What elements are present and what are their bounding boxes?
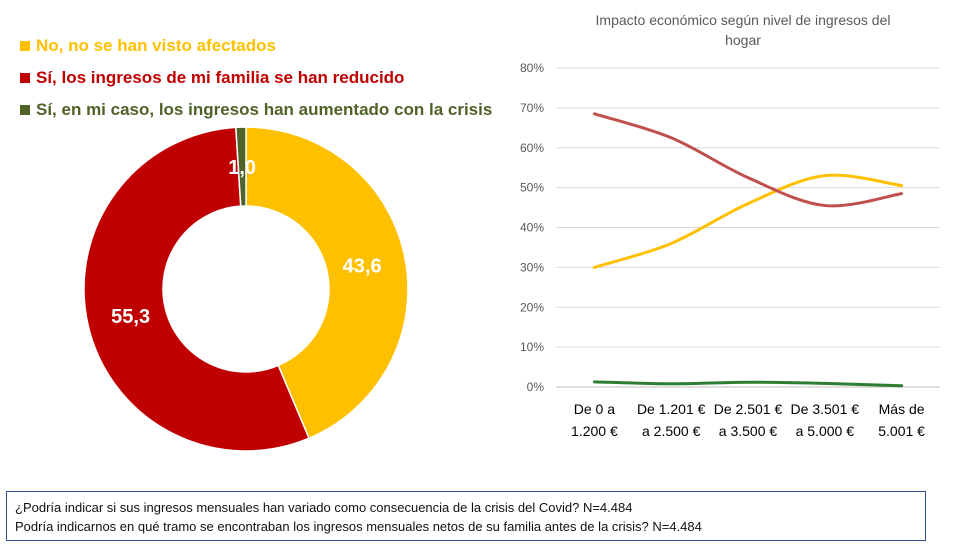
x-tick-label: De 1.201 € [637,401,706,417]
legend-item-reducido: Sí, los ingresos de mi familia se han re… [20,62,492,94]
donut-data-label-aumentado: 1,0 [228,157,256,179]
x-tick-label: 1.200 € [571,423,618,439]
donut-slice-reducido [83,126,310,452]
x-tick-label: a 2.500 € [642,423,701,439]
donut-data-label-reducido: 55,3 [111,306,150,328]
y-tick-label: 0% [527,380,545,394]
y-tick-label: 40% [520,221,544,235]
legend-item-no-afectados: No, no se han visto afectados [20,30,492,62]
donut-legend: No, no se han visto afectados Sí, los in… [20,30,492,126]
donut-data-label-no-afectados: 43,6 [343,255,382,277]
y-tick-label: 30% [520,260,544,274]
line-chart: Impacto económico según nivel de ingreso… [520,12,940,439]
y-tick-label: 70% [520,101,544,115]
series-line-aumentado [592,380,904,388]
x-tick-label: De 3.501 € [791,401,860,417]
x-tick-label: a 3.500 € [719,423,778,439]
legend-label: Sí, en mi caso, los ingresos han aumenta… [36,100,493,119]
legend-label: Sí, los ingresos de mi familia se han re… [36,68,405,87]
line-chart-title: Impacto económico según nivel de ingreso… [596,12,891,28]
legend-label: No, no se han visto afectados [36,36,276,55]
y-tick-label: 10% [520,340,544,354]
series-line-reducido [592,112,904,208]
legend-swatch [20,105,30,115]
x-tick-label: De 0 a [574,401,615,417]
x-tick-label: De 2.501 € [714,401,783,417]
survey-question-1: ¿Podría indicar si sus ingresos mensuale… [15,500,633,515]
x-tick-label: Más de [879,401,925,417]
y-tick-label: 50% [520,181,544,195]
legend-swatch [20,73,30,83]
y-tick-label: 20% [520,300,544,314]
x-tick-label: a 5.000 € [796,423,855,439]
series-line-no-afectados [592,173,904,269]
legend-item-aumentado: Sí, en mi caso, los ingresos han aumenta… [20,94,492,126]
y-tick-label: 80% [520,61,544,75]
survey-question-2: Podría indicarnos en qué tramo se encont… [15,519,702,534]
survey-question-box: ¿Podría indicar si sus ingresos mensuale… [6,491,926,541]
donut-slice-aumentado [235,126,247,207]
donut-slice-no-afectados [245,126,409,440]
line-chart-title-line2: hogar [725,32,761,48]
x-tick-label: 5.001 € [878,423,925,439]
legend-swatch [20,41,30,51]
y-tick-label: 60% [520,141,544,155]
donut-chart: 43,6 55,3 1,0 [83,126,409,452]
